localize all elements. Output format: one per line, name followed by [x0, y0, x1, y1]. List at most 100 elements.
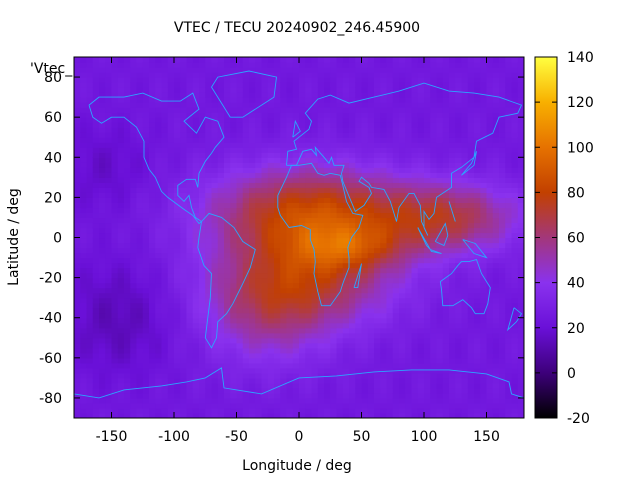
- heatmap-cell: [211, 397, 219, 404]
- heatmap-cell: [467, 112, 475, 118]
- heatmap-cell: [261, 407, 269, 414]
- heatmap-cell: [311, 197, 319, 203]
- heatmap-cell: [311, 297, 319, 304]
- heatmap-cell: [236, 252, 244, 259]
- heatmap-cell: [374, 167, 381, 173]
- heatmap-cell: [130, 237, 138, 244]
- heatmap-cell: [280, 262, 288, 269]
- heatmap-cell: [105, 67, 113, 73]
- heatmap-cell: [249, 297, 256, 304]
- heatmap-cell: [167, 192, 175, 198]
- heatmap-cell: [242, 82, 250, 88]
- heatmap-cell: [399, 117, 406, 123]
- heatmap-cell: [474, 257, 481, 264]
- heatmap-cell: [92, 377, 100, 384]
- heatmap-cell: [180, 202, 188, 209]
- heatmap-cell: [167, 302, 175, 309]
- heatmap-cell: [286, 102, 294, 108]
- heatmap-cell: [249, 177, 256, 183]
- heatmap-cell: [286, 177, 294, 183]
- heatmap-cell: [267, 117, 275, 123]
- heatmap-cell: [467, 197, 475, 203]
- heatmap-cell: [130, 197, 138, 203]
- heatmap-cell: [217, 57, 225, 63]
- heatmap-cell: [299, 147, 306, 153]
- heatmap-cell: [186, 347, 194, 354]
- heatmap-cell: [149, 127, 156, 133]
- heatmap-cell: [174, 297, 181, 304]
- heatmap-cell: [224, 137, 231, 143]
- heatmap-cell: [436, 122, 444, 128]
- heatmap-cell: [399, 407, 406, 414]
- heatmap-cell: [161, 312, 169, 319]
- heatmap-cell: [236, 142, 244, 148]
- heatmap-cell: [211, 67, 219, 73]
- heatmap-cell: [92, 307, 100, 314]
- heatmap-cell: [480, 232, 488, 239]
- heatmap-cell: [499, 262, 506, 269]
- heatmap-cell: [180, 397, 188, 404]
- heatmap-cell: [167, 132, 175, 138]
- heatmap-cell: [436, 227, 444, 234]
- heatmap-cell: [499, 122, 506, 128]
- heatmap-cell: [124, 232, 131, 239]
- heatmap-cell: [455, 307, 463, 314]
- heatmap-cell: [205, 312, 213, 319]
- heatmap-cell: [86, 247, 94, 254]
- heatmap-cell: [86, 337, 94, 344]
- heatmap-cell: [180, 302, 188, 309]
- heatmap-cell: [342, 232, 350, 239]
- heatmap-cell: [474, 377, 481, 384]
- heatmap-cell: [267, 77, 275, 83]
- heatmap-cell: [330, 177, 338, 183]
- heatmap-cell: [142, 67, 150, 73]
- heatmap-cell: [324, 82, 331, 88]
- heatmap-cell: [355, 212, 363, 219]
- heatmap-cell: [374, 162, 381, 168]
- heatmap-cell: [230, 167, 238, 173]
- heatmap-cell: [211, 317, 219, 324]
- heatmap-cell: [424, 107, 431, 113]
- heatmap-cell: [305, 67, 313, 73]
- heatmap-cell: [480, 77, 488, 83]
- heatmap-cell: [442, 257, 450, 264]
- heatmap-cell: [399, 202, 406, 209]
- heatmap-cell: [299, 197, 306, 203]
- heatmap-cell: [211, 107, 219, 113]
- heatmap-cell: [217, 182, 225, 188]
- heatmap-cell: [230, 57, 238, 63]
- heatmap-cell: [380, 282, 388, 289]
- heatmap-cell: [474, 247, 481, 254]
- heatmap-cell: [186, 377, 194, 384]
- heatmap-cell: [380, 197, 388, 203]
- heatmap-cell: [380, 182, 388, 188]
- heatmap-cell: [199, 302, 206, 309]
- heatmap-cell: [261, 212, 269, 219]
- heatmap-cell: [442, 247, 450, 254]
- heatmap-cell: [211, 377, 219, 384]
- heatmap-cell: [386, 227, 394, 234]
- heatmap-cell: [499, 142, 506, 148]
- heatmap-cell: [149, 192, 156, 198]
- heatmap-cell: [430, 402, 438, 409]
- heatmap-cell: [92, 357, 100, 364]
- heatmap-cell: [192, 267, 200, 274]
- heatmap-cell: [467, 57, 475, 63]
- heatmap-cell: [336, 77, 344, 83]
- heatmap-cell: [317, 242, 325, 249]
- heatmap-cell: [311, 377, 319, 384]
- heatmap-cell: [442, 102, 450, 108]
- heatmap-cell: [117, 377, 125, 384]
- heatmap-cell: [486, 267, 494, 274]
- heatmap-cell: [74, 372, 81, 379]
- heatmap-cell: [305, 197, 313, 203]
- heatmap-cell: [99, 72, 106, 78]
- heatmap-cell: [142, 332, 150, 339]
- heatmap-cell: [80, 257, 88, 264]
- heatmap-cell: [142, 412, 150, 418]
- heatmap-cell: [480, 187, 488, 193]
- heatmap-cell: [192, 257, 200, 264]
- heatmap-cell: [399, 297, 406, 304]
- heatmap-cell: [230, 142, 238, 148]
- heatmap-cell: [111, 287, 119, 294]
